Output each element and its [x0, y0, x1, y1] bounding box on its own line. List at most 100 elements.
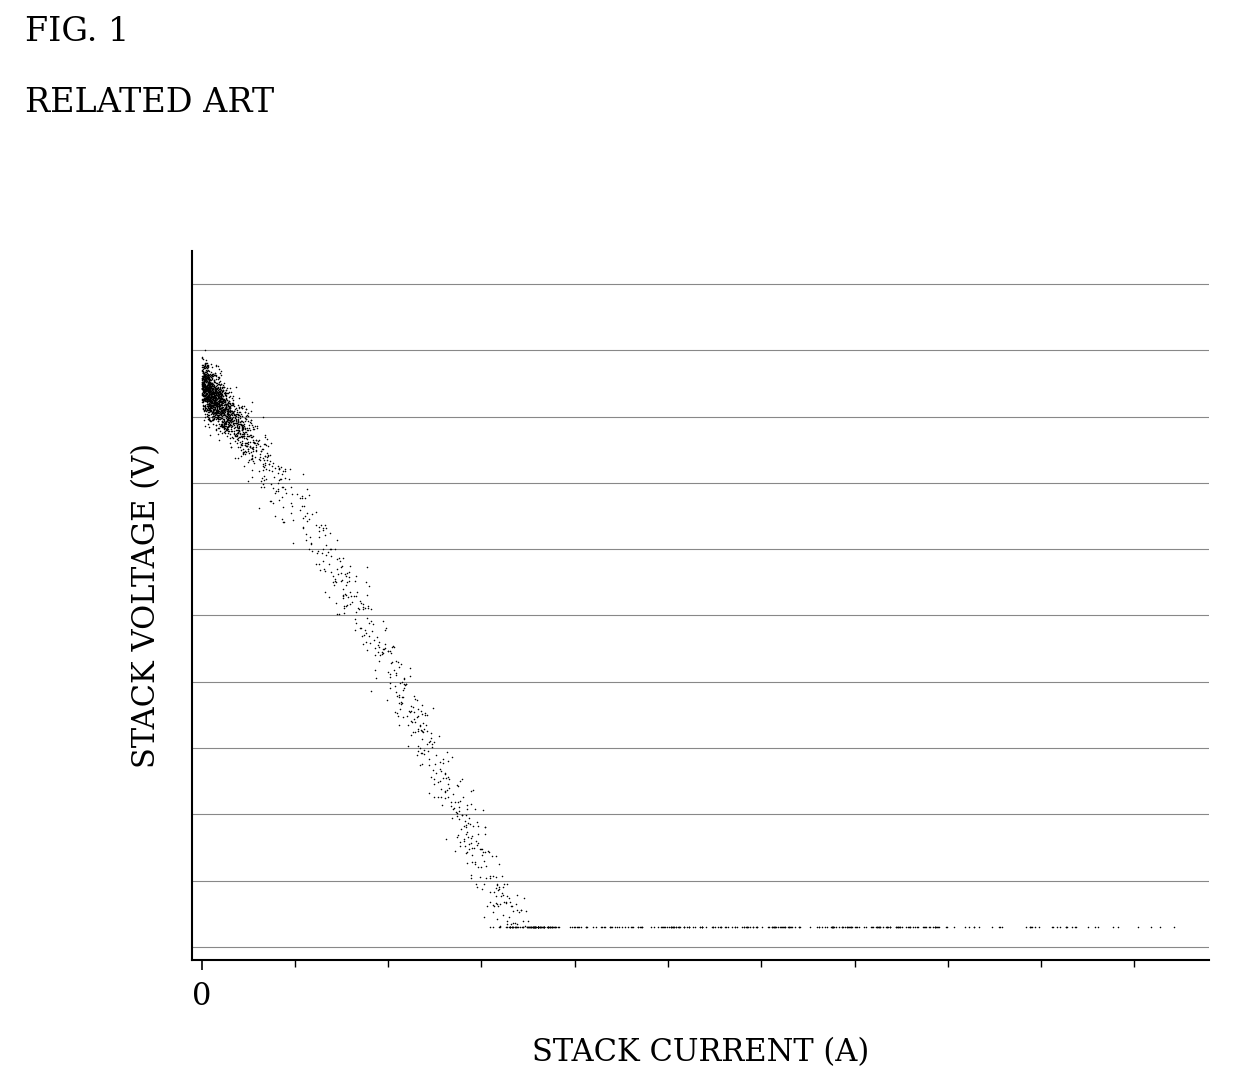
Point: [356, 573, 376, 590]
Point: [321, 563, 341, 580]
Point: [215, 384, 234, 401]
Point: [1142, 919, 1162, 936]
Point: [201, 398, 221, 416]
Point: [241, 413, 260, 431]
Point: [781, 919, 801, 936]
Point: [212, 391, 232, 408]
Point: [232, 397, 252, 415]
Point: [1025, 919, 1045, 936]
Point: [206, 379, 226, 396]
Point: [193, 383, 213, 400]
Point: [198, 404, 218, 421]
Point: [205, 367, 224, 384]
Point: [308, 542, 327, 560]
Point: [332, 550, 352, 567]
Point: [213, 418, 233, 435]
Point: [247, 417, 267, 434]
Point: [227, 434, 247, 452]
Point: [224, 403, 244, 420]
Point: [238, 453, 258, 470]
Point: [419, 750, 439, 767]
Point: [202, 384, 222, 401]
Point: [345, 572, 365, 589]
Point: [201, 393, 221, 410]
Point: [196, 389, 216, 407]
Point: [486, 879, 506, 897]
Point: [212, 401, 232, 419]
Point: [200, 391, 219, 408]
Point: [208, 399, 228, 417]
Point: [250, 448, 270, 466]
Point: [376, 635, 396, 652]
Point: [467, 878, 487, 896]
Point: [202, 382, 222, 399]
Point: [273, 479, 293, 496]
Point: [202, 406, 222, 423]
Point: [193, 370, 213, 387]
Point: [507, 915, 527, 933]
Point: [348, 600, 368, 618]
Point: [211, 393, 231, 410]
Point: [210, 391, 229, 408]
Point: [299, 540, 319, 558]
Point: [237, 428, 257, 445]
Point: [226, 428, 246, 445]
Point: [314, 553, 334, 571]
Point: [201, 355, 221, 372]
Point: [919, 919, 939, 936]
Point: [587, 919, 606, 936]
Point: [839, 919, 859, 936]
Point: [528, 919, 548, 936]
Point: [243, 428, 263, 445]
Point: [206, 389, 226, 407]
Point: [221, 439, 241, 456]
Point: [200, 382, 219, 399]
Point: [197, 400, 217, 418]
Point: [211, 396, 231, 413]
Point: [201, 371, 221, 388]
Point: [751, 919, 771, 936]
Point: [502, 919, 522, 936]
Point: [534, 919, 554, 936]
Point: [671, 919, 691, 936]
Point: [198, 387, 218, 405]
Point: [198, 382, 218, 399]
Point: [211, 397, 231, 415]
Point: [196, 377, 216, 395]
Point: [198, 382, 218, 399]
Point: [202, 379, 222, 396]
Point: [197, 362, 217, 380]
Point: [506, 919, 526, 936]
Point: [591, 919, 611, 936]
Point: [216, 400, 236, 418]
Point: [195, 381, 215, 398]
Point: [295, 489, 315, 506]
Point: [205, 381, 224, 398]
Point: [887, 919, 906, 936]
Point: [221, 395, 241, 412]
Point: [197, 395, 217, 412]
Point: [202, 377, 222, 395]
Point: [195, 341, 215, 359]
Point: [208, 397, 228, 415]
Point: [619, 919, 639, 936]
Point: [205, 396, 224, 413]
Point: [203, 377, 223, 395]
Point: [196, 391, 216, 408]
Point: [197, 380, 217, 397]
Point: [465, 801, 485, 818]
Point: [232, 417, 252, 434]
Point: [206, 385, 226, 403]
Point: [583, 919, 603, 936]
Point: [764, 919, 784, 936]
Point: [198, 377, 218, 395]
Point: [965, 919, 985, 936]
Point: [341, 587, 361, 604]
Point: [203, 377, 223, 395]
Point: [244, 420, 264, 437]
Point: [207, 383, 227, 400]
Point: [208, 389, 228, 407]
Point: [246, 442, 265, 459]
Point: [841, 919, 861, 936]
Point: [512, 919, 532, 936]
